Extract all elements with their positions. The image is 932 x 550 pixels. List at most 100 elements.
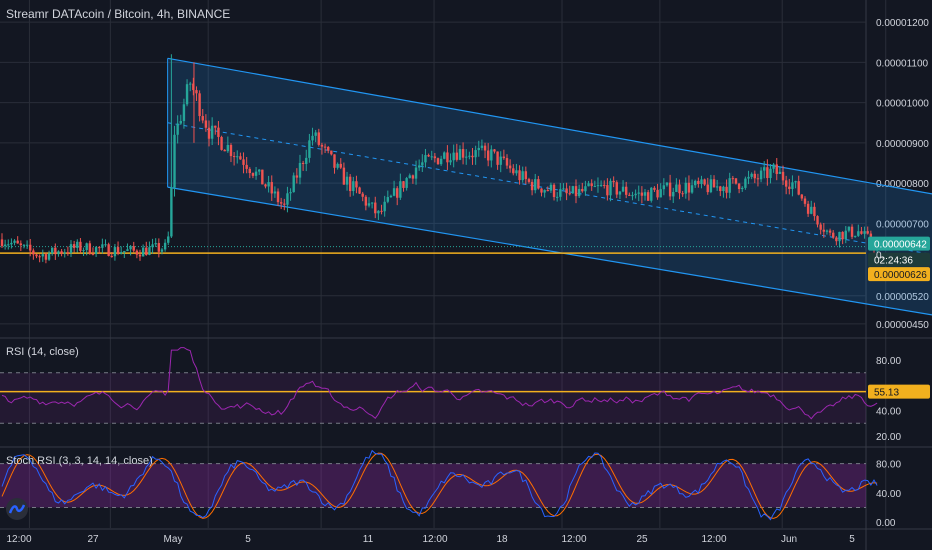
candle-body <box>110 255 113 257</box>
candle-body <box>145 247 148 255</box>
candle-body <box>436 158 440 165</box>
candle-body <box>364 196 368 206</box>
candle-body <box>35 254 38 257</box>
candle-body <box>606 185 609 196</box>
candle-body <box>756 178 760 180</box>
candle-body <box>734 178 738 184</box>
candle-body <box>474 150 477 158</box>
candle-body <box>502 156 506 159</box>
candle-body <box>477 147 480 151</box>
candle-body <box>204 120 208 128</box>
candle-body <box>424 155 427 163</box>
candle-body <box>170 187 173 237</box>
candle-body <box>47 253 51 260</box>
candle-body <box>25 244 29 246</box>
candle-body <box>298 162 302 178</box>
candle-body <box>458 149 462 160</box>
candle-body <box>759 170 763 180</box>
candle-body <box>185 84 189 105</box>
candle-body <box>694 180 697 186</box>
candle-body <box>113 247 117 257</box>
candle-body <box>574 186 578 197</box>
tradingview-logo-icon[interactable] <box>6 498 28 520</box>
candle-body <box>258 169 261 172</box>
candle-body <box>176 123 179 135</box>
candle-body <box>741 187 744 190</box>
candle-body <box>590 183 593 187</box>
candle-body <box>508 165 512 169</box>
candle-body <box>653 187 656 190</box>
candle-body <box>810 206 813 214</box>
candle-body <box>217 127 220 137</box>
candle-body <box>715 186 719 188</box>
candle-body <box>417 165 421 168</box>
candle-body <box>672 191 675 197</box>
candle-body <box>446 152 449 163</box>
candle-body <box>700 179 703 184</box>
x-tick-label: 5 <box>245 534 251 545</box>
candle-body <box>402 181 405 188</box>
candle-body <box>860 231 863 234</box>
candle-body <box>195 90 198 94</box>
candle-body <box>405 178 408 188</box>
candle-body <box>50 247 54 254</box>
candle-body <box>624 186 628 195</box>
price-tick-label: 0.00000520 <box>876 292 929 303</box>
candle-body <box>160 249 164 252</box>
candle-body <box>138 254 142 257</box>
candle-body <box>157 243 161 252</box>
candle-body <box>148 247 151 255</box>
stoch-band-fill <box>0 463 866 508</box>
candle-body <box>320 144 324 147</box>
candle-body <box>612 180 615 183</box>
candle-body <box>7 244 10 246</box>
candle-body <box>468 155 471 157</box>
candle-body <box>88 243 92 254</box>
candle-body <box>665 182 669 186</box>
candle-body <box>283 203 286 205</box>
candle-body <box>615 182 618 195</box>
candle-body <box>98 247 101 249</box>
rsi-tick-label: 80.00 <box>876 356 901 367</box>
candle-body <box>609 180 612 196</box>
candle-body <box>816 216 819 225</box>
candle-body <box>57 251 60 255</box>
candle-body <box>361 193 364 197</box>
candle-body <box>430 156 433 158</box>
candle-body <box>769 168 772 179</box>
last-price-label-bg <box>868 236 930 251</box>
candle-body <box>66 252 70 254</box>
candle-body <box>634 193 637 196</box>
candle-body <box>753 173 756 179</box>
candle-body <box>775 164 778 174</box>
candle-body <box>0 239 4 247</box>
candle-body <box>819 224 822 230</box>
candle-body <box>803 198 807 204</box>
candle-body <box>863 231 866 234</box>
candle-body <box>599 184 603 186</box>
candle-body <box>443 152 446 159</box>
candle-body <box>69 244 73 253</box>
candle-body <box>577 188 581 197</box>
candle-body <box>781 171 785 181</box>
candle-body <box>367 203 371 206</box>
x-tick-label: May <box>164 534 183 545</box>
candle-body <box>352 181 355 192</box>
candle-body <box>646 192 650 201</box>
x-tick-label: 25 <box>636 534 648 545</box>
candle-body <box>841 231 844 240</box>
stoch-rsi-title: Stoch RSI (3, 3, 14, 14, close) <box>6 455 153 467</box>
candle-body <box>248 168 251 174</box>
candle-body <box>465 156 468 158</box>
candle-body <box>44 254 48 260</box>
candle-body <box>552 184 556 198</box>
candle-body <box>408 175 411 179</box>
candle-body <box>232 156 236 158</box>
x-tick-label: Jun <box>781 534 797 545</box>
candle-body <box>857 231 860 236</box>
x-tick-label: 12:00 <box>422 534 447 545</box>
candle-body <box>593 186 597 188</box>
candle-body <box>806 203 810 214</box>
candle-body <box>596 185 600 187</box>
